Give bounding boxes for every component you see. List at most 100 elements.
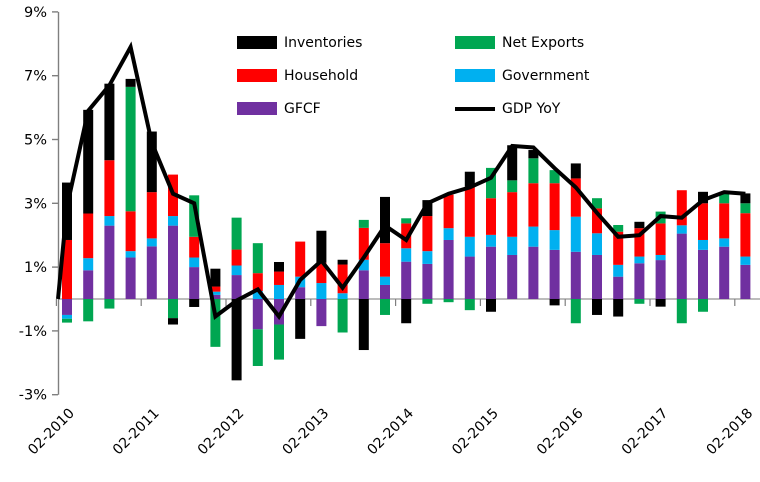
y-tick-label: -3%	[19, 388, 47, 404]
legend-label: GDP YoY	[502, 100, 561, 117]
y-tick-label: 1%	[24, 260, 47, 276]
bar-segment-gov-02-2016	[570, 216, 581, 252]
bar-segment-inv-04-2012	[274, 261, 284, 272]
bar-segment-hh-02-2015	[486, 198, 496, 235]
legend-item-net-exports: Net Exports	[455, 35, 685, 51]
bar-segment-inv-02-2012	[231, 299, 242, 381]
bar-segment-nx-03-2014	[422, 299, 433, 304]
bar-segment-hh-04-2014	[443, 194, 454, 229]
x-tick-label: 02-2014	[364, 405, 417, 458]
bar-segment-nx-03-2013	[337, 299, 348, 333]
gfcf-swatch-icon	[237, 102, 277, 115]
bar-segment-gfcf-03-2014	[422, 263, 433, 299]
bar-segment-gov-01-2018	[719, 238, 730, 247]
bar-segment-hh-01-2013	[295, 241, 306, 277]
bar-segment-hh-04-2013	[358, 227, 369, 260]
bar-segment-gfcf-04-2013	[358, 270, 369, 299]
bar-segment-gov-02-2015	[486, 234, 496, 247]
bar-segment-nx-02-2014	[401, 218, 412, 224]
bar-segment-hh-03-2015	[507, 192, 518, 237]
x-tick-label: 02-2011	[110, 406, 163, 459]
bar-segment-gfcf-02-2016	[570, 251, 581, 299]
x-label-group: 02-2013	[280, 406, 333, 459]
household-swatch-icon	[237, 69, 277, 82]
bar-segment-nx-02-2010	[62, 318, 72, 323]
bar-segment-inv-02-2016	[570, 163, 581, 179]
bar-segment-inv-03-2014	[422, 200, 433, 217]
bar-segment-gov-02-2010	[62, 314, 72, 319]
bar-segment-gfcf-04-2011	[189, 267, 200, 299]
bar-segment-gfcf-02-2013	[316, 299, 327, 327]
x-label-group: 02-2012	[195, 406, 248, 459]
bar-segment-nx-01-2015	[464, 299, 475, 311]
x-label-group: 02-2014	[364, 405, 417, 458]
bar-segment-gfcf-04-2014	[443, 239, 454, 299]
bar-segment-gfcf-01-2015	[464, 256, 475, 299]
bar-segment-gov-04-2015	[528, 226, 539, 247]
bar-segment-gov-04-2017	[698, 239, 708, 250]
bar-segment-gfcf-02-2018	[740, 264, 751, 299]
bar-segment-gov-01-2014	[380, 276, 390, 285]
bar-segment-inv-02-2014	[401, 299, 412, 324]
bar-segment-gov-01-2015	[464, 236, 475, 257]
gdp-yoy-line	[56, 41, 746, 321]
bar-segment-gov-02-2012	[231, 265, 242, 276]
bar-segment-gfcf-04-2017	[698, 249, 708, 299]
bar-segment-gov-02-2014	[401, 248, 412, 262]
bar-segment-gov-03-2015	[507, 236, 518, 255]
legend-item-gfcf: GFCF	[237, 101, 455, 117]
legend-label: GFCF	[284, 100, 321, 117]
bar-segment-hh-03-2013	[337, 264, 348, 294]
bar-segment-gov-04-2014	[443, 228, 454, 240]
x-tick-label: 02-2010	[25, 406, 78, 459]
bar-segment-inv-01-2012	[210, 268, 221, 287]
bar-segment-gfcf-04-2012	[274, 299, 284, 325]
bar-segment-gov-03-2016	[592, 233, 602, 255]
x-tick-label: 02-2015	[449, 406, 502, 459]
bar-segment-nx-01-2014	[380, 299, 390, 315]
bar-segment-hh-01-2017	[634, 228, 645, 257]
x-label-group: 02-2018	[704, 406, 757, 459]
bar-segment-gfcf-01-2016	[549, 249, 560, 299]
bar-segment-hh-01-2018	[719, 203, 730, 239]
chart-legend: Inventories Net Exports Household Govern…	[237, 26, 685, 125]
bar-segment-hh-01-2014	[380, 243, 390, 277]
bar-segment-gov-03-2010	[83, 258, 94, 271]
bar-segment-inv-01-2013	[295, 299, 306, 339]
y-tick-label: 3%	[24, 196, 47, 212]
bar-segment-hh-02-2017	[655, 223, 666, 255]
bar-segment-inv-02-2011	[146, 131, 157, 193]
legend-label: Household	[284, 67, 359, 84]
gdp-line-swatch-icon	[455, 106, 495, 111]
bar-segment-gov-04-2010	[104, 216, 115, 226]
bar-segment-gov-02-2013	[316, 283, 327, 299]
bar-segment-gfcf-03-2016	[592, 254, 602, 299]
bar-segment-gov-04-2016	[613, 264, 624, 277]
x-tick-label: 02-2018	[704, 406, 757, 459]
bar-segment-inv-04-2010	[104, 83, 115, 161]
bar-segment-hh-04-2011	[189, 236, 200, 258]
inventories-swatch-icon	[237, 36, 277, 49]
bar-segment-hh-02-2013	[316, 262, 327, 284]
bar-segment-nx-03-2012	[252, 243, 263, 274]
x-label-group: 02-2015	[449, 406, 502, 459]
x-label-group: 02-2011	[110, 406, 163, 459]
bar-segment-inv-03-2010	[83, 109, 94, 214]
bar-segment-gfcf-01-2014	[380, 284, 390, 299]
bar-segment-nx-03-2015	[507, 180, 518, 193]
bar-segment-nx-03-2010	[83, 299, 94, 322]
bar-segment-gfcf-02-2017	[655, 260, 666, 299]
bar-segment-nx-04-2014	[443, 299, 454, 303]
legend-item-household: Household	[237, 68, 455, 84]
bar-segment-nx-03-2012	[252, 329, 263, 366]
x-label-group: 02-2017	[619, 406, 672, 459]
x-tick-label: 02-2016	[534, 405, 587, 458]
bar-segment-gov-03-2014	[422, 251, 433, 264]
net-exports-swatch-icon	[455, 36, 495, 49]
bar-segment-nx-01-2011	[125, 86, 136, 212]
bar-segment-inv-03-2011	[168, 318, 178, 325]
bar-segment-nx-03-2011	[168, 299, 178, 319]
bar-segment-gfcf-02-2014	[401, 261, 412, 299]
bar-segment-hh-04-2017	[698, 203, 708, 240]
bar-segment-gov-01-2017	[634, 256, 645, 264]
